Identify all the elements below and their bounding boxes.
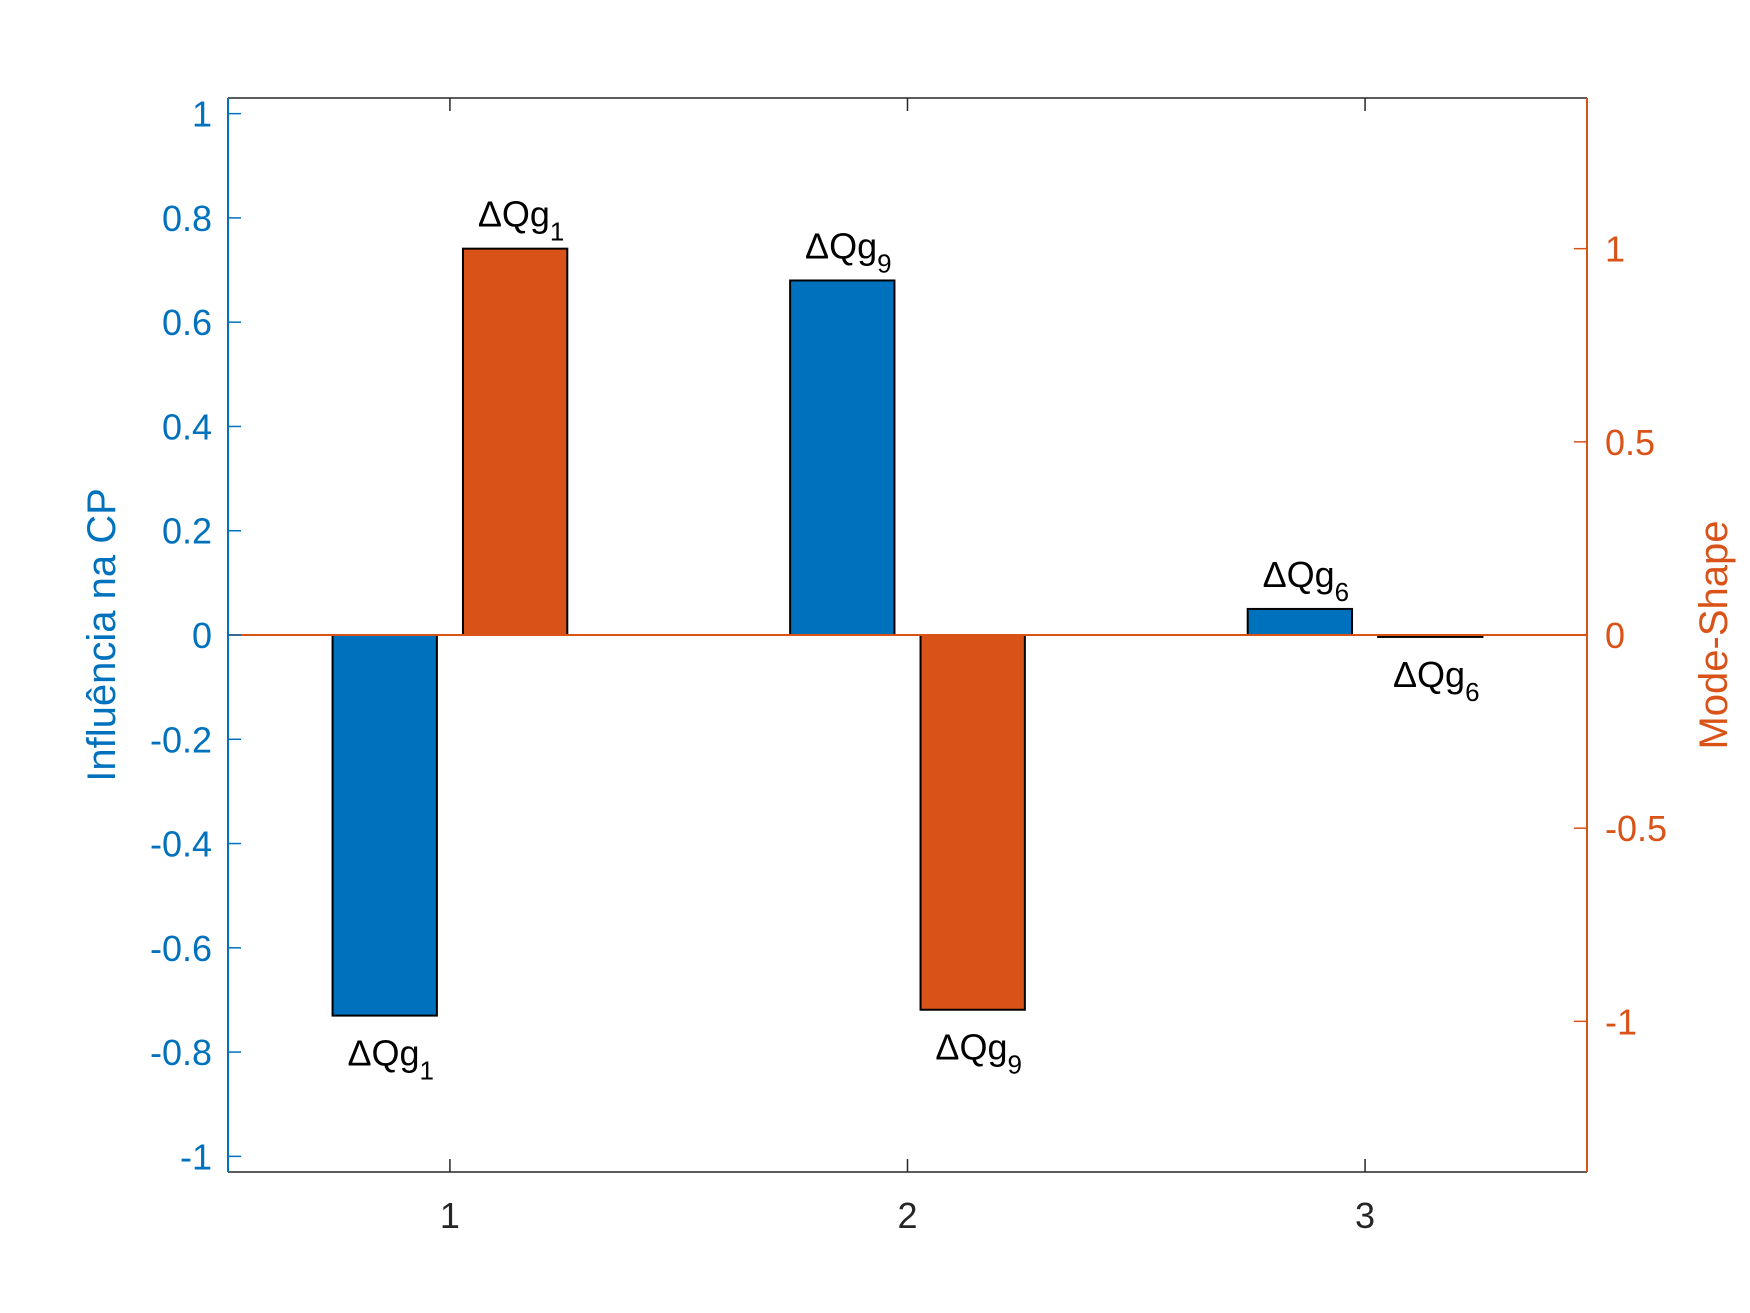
left-tick-label: 0.6	[162, 302, 212, 343]
bar-label-subscript: 6	[1335, 577, 1349, 607]
right-tick-label: 1	[1605, 229, 1625, 270]
left-tick-label: -0.4	[150, 824, 212, 865]
bar-label-main: ΔQg	[1393, 654, 1465, 695]
x-tick-label: 3	[1355, 1195, 1375, 1236]
right-axis-title: Mode-Shape	[1692, 520, 1736, 749]
right-tick-label: 0.5	[1605, 422, 1655, 463]
bar-label-left-3: ΔQg6	[1263, 554, 1350, 607]
left-tick-label: 1	[192, 94, 212, 135]
bar-label-subscript: 9	[1008, 1050, 1022, 1080]
bar-label-right-3: ΔQg6	[1393, 654, 1480, 707]
bar-label-subscript: 6	[1465, 677, 1479, 707]
left-tick-label: -0.8	[150, 1032, 212, 1073]
left-tick-label: -1	[180, 1136, 212, 1177]
bar-label-main: ΔQg	[478, 194, 550, 235]
bar-label-subscript: 1	[550, 217, 564, 247]
bar-left-3	[1246, 607, 1354, 637]
bar-right-1	[461, 247, 569, 636]
bar-label-subscript: 1	[420, 1056, 434, 1086]
bars	[331, 247, 1484, 1017]
bar-label-left-1: ΔQg1	[347, 1033, 434, 1086]
left-tick-label: 0.2	[162, 511, 212, 552]
left-tick-label: -0.6	[150, 928, 212, 969]
bar-label-subscript: 9	[877, 248, 891, 278]
bar-label-right-1: ΔQg1	[478, 194, 565, 247]
axes: 1 2 3 -1 -0.8 -0.6 -0.4 -0.2 0 0.2 0.4 0.6 0.8 1 -1 -0.…	[150, 94, 1667, 1236]
right-tick-label: 0	[1605, 615, 1625, 656]
x-tick-label: 2	[897, 1195, 917, 1236]
bar-label-main: ΔQg	[347, 1033, 419, 1074]
right-tick-label: -1	[1605, 1001, 1637, 1042]
left-tick-label: 0	[192, 615, 212, 656]
bar-label-main: ΔQg	[805, 225, 877, 266]
bar-label-main: ΔQg	[935, 1027, 1007, 1068]
bar-label-left-2: ΔQg9	[805, 225, 892, 278]
bar-right-2	[919, 634, 1026, 1011]
left-tick-label: 0.8	[162, 198, 212, 239]
bar-label-main: ΔQg	[1263, 554, 1335, 595]
left-axis-title: Influência na CP	[80, 488, 124, 782]
bar-left-2	[789, 279, 896, 636]
bar-left-1	[331, 634, 438, 1017]
left-tick-label: -0.2	[150, 719, 212, 760]
left-tick-label: 0.4	[162, 406, 212, 447]
bar-label-right-2: ΔQg9	[935, 1027, 1022, 1080]
right-tick-label: -0.5	[1605, 808, 1667, 849]
x-tick-label: 1	[440, 1195, 460, 1236]
